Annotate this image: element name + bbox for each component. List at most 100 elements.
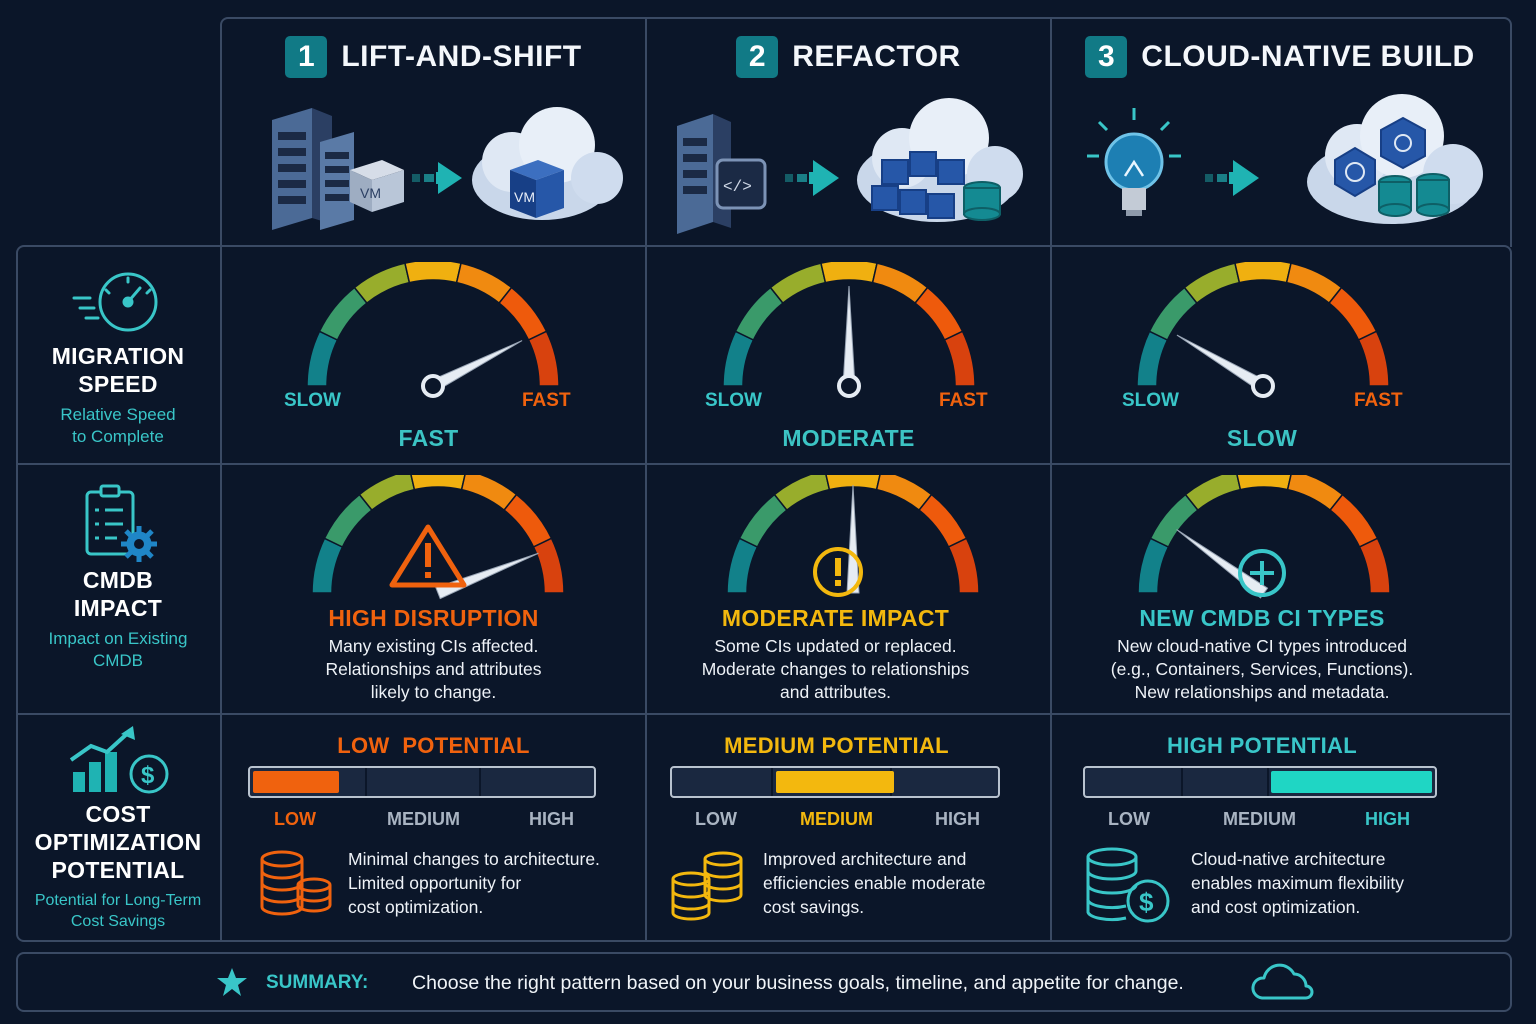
gauge-slow-label: SLOW: [284, 390, 341, 411]
speed-gauge: [722, 262, 976, 398]
gauge-segment: [1358, 537, 1391, 594]
impact-desc-line1: New cloud-native CI types introduced: [1117, 636, 1407, 656]
star-icon: [217, 968, 247, 996]
potential-desc-line2: enables maximum flexibility: [1191, 873, 1404, 893]
svg-text:$: $: [141, 762, 155, 789]
bar-label-low: LOW: [274, 809, 316, 829]
arrow-right-icon: [1205, 160, 1259, 196]
cloud-containers-icon: [857, 98, 1023, 222]
gauge-segment: [1236, 475, 1292, 491]
column-header-refactor: 2 REFACTOR </>: [647, 20, 1050, 245]
potential-desc-line1: Cloud-native architecture: [1191, 849, 1386, 869]
gauge-value: FAST: [398, 425, 459, 451]
cmdb-cell-cloud-native: NEW CMDB CI TYPES New cloud-native CI ty…: [1052, 465, 1508, 713]
gauge-hub: [1251, 374, 1275, 398]
server-rack-icon: [272, 108, 354, 230]
divider: [16, 463, 1510, 465]
speed-gauge: [306, 262, 560, 398]
gauge-segment: [918, 493, 968, 549]
potential-title: LOW POTENTIAL: [337, 733, 530, 758]
impact-desc-line2: Relationships and attributes: [325, 659, 542, 679]
gauge-segment: [914, 286, 964, 342]
impact-desc-line1: Many existing CIs affected.: [328, 636, 539, 656]
gauge-segment: [820, 262, 878, 284]
cmdb-cell-refactor: MODERATE IMPACT Some CIs updated or repl…: [647, 465, 1050, 713]
potential-desc-line1: Improved architecture and: [763, 849, 967, 869]
gauge-segment: [410, 475, 466, 491]
bar-label-medium: MEDIUM: [1223, 809, 1296, 829]
gauge-hub: [421, 374, 445, 398]
potential-desc-line3: cost savings.: [763, 897, 865, 917]
speed-cell-refactor: SLOW FAST MODERATE: [647, 247, 1050, 463]
exclamation-circle-icon: [813, 547, 863, 597]
gauge-segment: [353, 262, 411, 305]
summary-label: SUMMARY:: [266, 972, 369, 993]
gauge-value: MODERATE: [782, 425, 915, 451]
speedometer-icon: [72, 272, 158, 332]
cost-cell-lift-and-shift: LOW POTENTIAL LOW MEDIUM HIGH Minimal ch…: [222, 715, 645, 938]
bar-label-medium: MEDIUM: [387, 809, 460, 829]
bar-label-high: HIGH: [1365, 809, 1410, 829]
gauge-fast-label: FAST: [1354, 390, 1403, 411]
column-header-cloud-native: 3 CLOUD-NATIVE BUILD: [1052, 20, 1508, 245]
gauge-segment: [1184, 475, 1242, 512]
cost-cell-cloud-native: HIGH POTENTIAL LOW MEDIUM HIGH $ Cloud-n…: [1052, 715, 1508, 938]
gauge-segment: [358, 475, 416, 512]
vm-box-icon: VM: [350, 160, 404, 212]
gauge-segment: [726, 537, 759, 594]
divider: [16, 713, 1510, 715]
gauge-segment: [773, 475, 831, 512]
potential-bar-fill: [776, 771, 894, 793]
cmdb-cell-lift-and-shift: HIGH DISRUPTION Many existing CIs affect…: [222, 465, 645, 713]
step-number: 3: [1085, 36, 1128, 78]
row-subtitle-line1: Relative Speed: [60, 405, 176, 424]
bar-label-low: LOW: [1108, 809, 1150, 829]
impact-desc-line2: (e.g., Containers, Services, Functions).: [1110, 659, 1414, 679]
potential-desc-line1: Minimal changes to architecture.: [348, 849, 600, 869]
coin-dollar-icon: $: [1086, 847, 1170, 923]
speed-cell-lift-and-shift: SLOW FAST FAST: [222, 247, 645, 463]
row-subtitle-line1: Potential for Long-Term: [34, 892, 202, 909]
divider: [645, 17, 647, 940]
row-title-line2: SPEED: [78, 371, 158, 397]
gauge-segment: [527, 330, 560, 387]
impact-desc-line3: likely to change.: [370, 682, 497, 702]
potential-bar-fill: [253, 771, 340, 793]
row-label-cost-optimization: $ COST OPTIMIZATION POTENTIAL Potential fo…: [18, 724, 218, 932]
impact-desc-line2: Moderate changes to relationships: [701, 659, 970, 679]
bar-label-high: HIGH: [529, 809, 574, 829]
svg-text:VM: VM: [514, 189, 535, 205]
gauge-value: SLOW: [1226, 425, 1298, 451]
gauge-segment: [769, 262, 827, 305]
gauge-segment: [1357, 330, 1390, 387]
potential-title: MEDIUM POTENTIAL: [724, 733, 949, 758]
gauge-fast-label: FAST: [522, 390, 571, 411]
gauge-segment: [306, 330, 339, 387]
matrix-frame: [16, 245, 1512, 942]
arrow-right-icon: [412, 162, 462, 194]
potential-desc-line3: cost optimization.: [348, 897, 484, 917]
gauge-segment: [722, 330, 755, 387]
potential-bar: [1083, 766, 1437, 798]
bar-label-medium: MEDIUM: [800, 809, 873, 829]
column-header-lift-and-shift: 1 LIFT-AND-SHIFT VM VM: [222, 20, 645, 245]
potential-desc-line2: Limited opportunity for: [348, 873, 522, 893]
bar-label-low: LOW: [695, 809, 737, 829]
gauge-segment: [947, 537, 980, 594]
cloud-outline-icon: [1251, 963, 1314, 1000]
row-title-line1: CMDB: [82, 567, 154, 593]
potential-bar-fill: [1270, 771, 1432, 793]
plus-circle-icon: [1238, 549, 1286, 597]
summary-text: Choose the right pattern based on your b…: [412, 972, 1184, 994]
row-label-migration-speed: MIGRATION SPEED Relative Speed to Complete: [18, 268, 218, 448]
impact-title: MODERATE IMPACT: [721, 605, 950, 631]
column-title: LIFT-AND-SHIFT: [341, 40, 582, 73]
row-title-line2: OPTIMIZATION: [34, 829, 202, 855]
row-title-line2: IMPACT: [73, 595, 163, 621]
impact-desc-line3: and attributes.: [780, 682, 891, 702]
impact-title: NEW CMDB CI TYPES: [1139, 605, 1385, 631]
gauge-segment: [1328, 286, 1378, 342]
gauge-fast-label: FAST: [939, 390, 988, 411]
gauge-segment: [1183, 262, 1241, 305]
gauge-segment: [532, 537, 565, 594]
